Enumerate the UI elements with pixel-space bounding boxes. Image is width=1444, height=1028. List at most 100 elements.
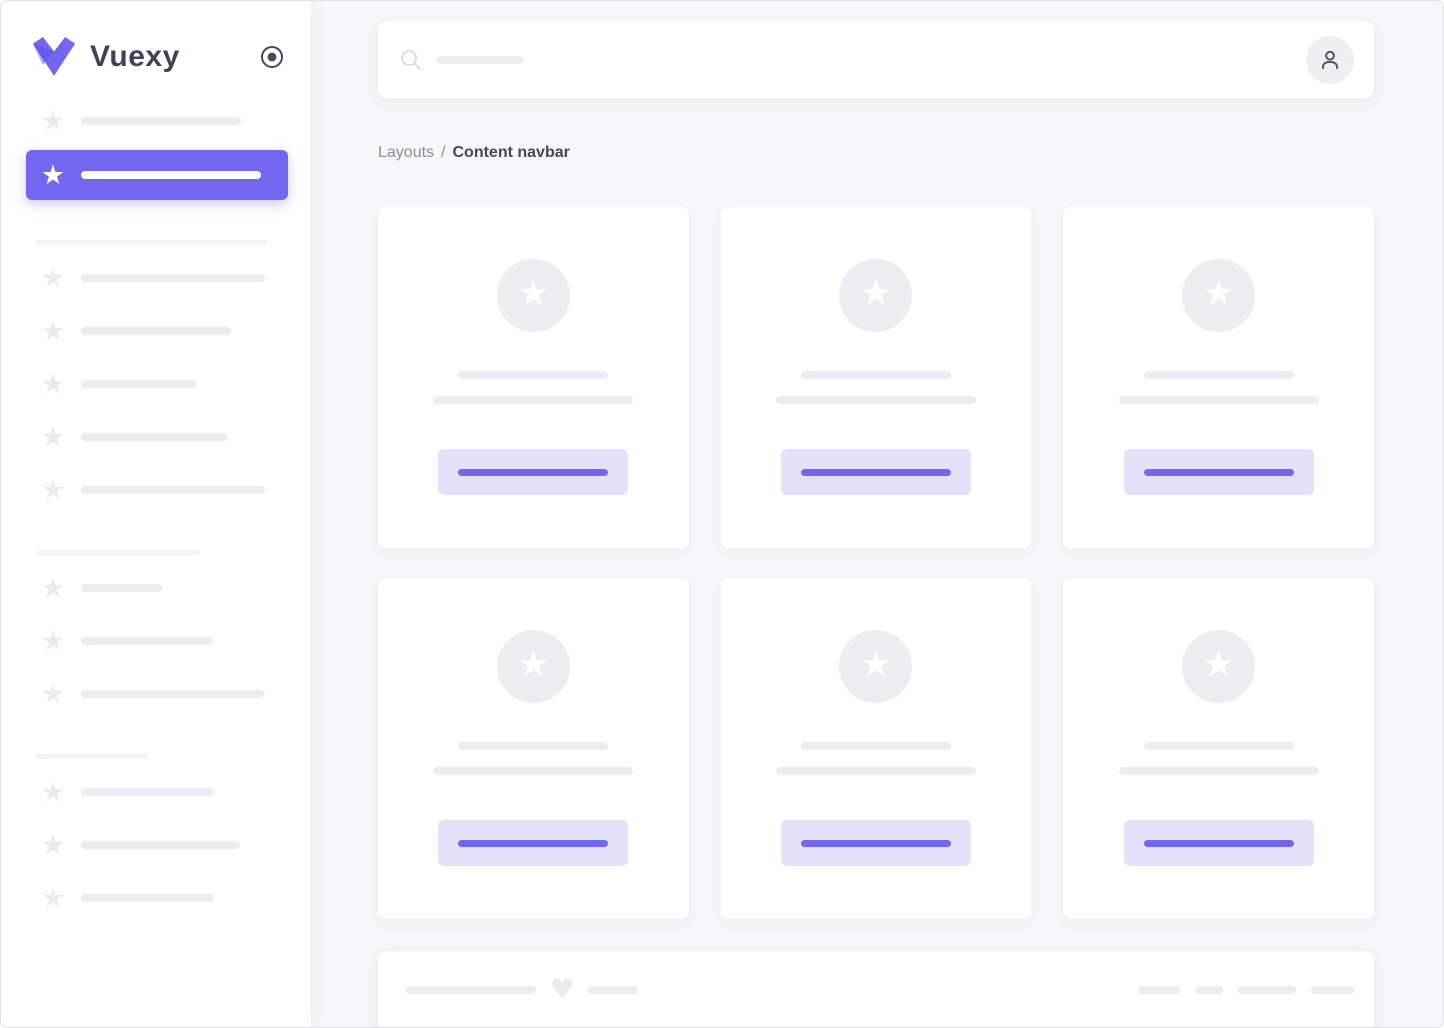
search-input[interactable]	[399, 48, 524, 72]
search-icon	[401, 49, 421, 70]
breadcrumb-section[interactable]: Layouts	[378, 144, 435, 161]
star-icon: ★	[40, 776, 66, 808]
sidebar-item[interactable]: ★	[1, 101, 311, 141]
card-avatar: ★	[496, 259, 570, 332]
skeleton-bar	[81, 274, 265, 282]
skeleton-bar	[81, 117, 241, 125]
breadcrumb: Layouts / Content navbar	[378, 144, 1443, 162]
search-placeholder-bar	[436, 55, 524, 64]
skeleton-bar	[81, 584, 162, 592]
skeleton-bar	[1238, 985, 1296, 994]
card-avatar: ★	[1182, 259, 1256, 332]
skeleton-bar	[81, 380, 197, 388]
breadcrumb-separator: /	[441, 144, 446, 161]
placeholder-card: ★	[378, 207, 689, 548]
sidebar: Vuexy ★ ★ ★ ★ ★ ★ ★ ★ ★ ★ ★ ★ ★	[1, 1, 311, 1027]
skeleton-bar	[800, 742, 951, 750]
sidebar-item[interactable]: ★	[1, 364, 311, 404]
star-icon: ★	[517, 272, 550, 314]
sidebar-item[interactable]: ★	[1, 674, 311, 714]
skeleton-bar	[458, 371, 609, 379]
skeleton-bar	[81, 894, 214, 902]
button-label-bar	[1143, 839, 1294, 847]
placeholder-card: ★	[378, 578, 689, 919]
star-icon: ★	[40, 159, 66, 191]
brand-name: Vuexy	[90, 40, 180, 73]
star-icon: ★	[40, 625, 66, 657]
sidebar-menu: ★ ★ ★ ★ ★ ★ ★ ★ ★ ★ ★ ★ ★	[1, 101, 311, 918]
skeleton-bar	[1143, 742, 1294, 750]
skeleton-bar	[433, 767, 634, 775]
skeleton-bar	[1195, 985, 1223, 994]
star-icon: ★	[40, 829, 66, 861]
skeleton-bar	[81, 788, 214, 796]
card-button-placeholder[interactable]	[1123, 820, 1314, 866]
sidebar-item[interactable]: ★	[1, 568, 311, 608]
star-icon: ★	[40, 882, 66, 914]
skeleton-bar	[775, 396, 976, 404]
record-circle-icon[interactable]	[260, 45, 284, 69]
skeleton-bar	[775, 767, 976, 775]
skeleton-bar	[406, 985, 536, 994]
skeleton-bar	[588, 985, 639, 994]
page-footer: ♥	[378, 951, 1374, 1027]
person-icon	[1321, 50, 1339, 69]
skeleton-bar	[1143, 371, 1294, 379]
placeholder-card: ★	[720, 207, 1032, 548]
star-icon: ★	[517, 643, 550, 685]
sidebar-item[interactable]: ★	[1, 417, 311, 457]
page-title: Content navbar	[452, 144, 570, 161]
placeholder-card: ★	[720, 578, 1032, 919]
button-label-bar	[800, 468, 951, 476]
skeleton-bar	[81, 327, 231, 335]
menu-section-divider	[36, 754, 148, 759]
skeleton-bar	[1118, 767, 1319, 775]
skeleton-bar	[1311, 985, 1354, 994]
star-icon: ★	[859, 272, 893, 314]
skeleton-bar	[81, 690, 264, 698]
star-icon: ★	[40, 678, 66, 710]
star-icon: ★	[40, 315, 66, 347]
card-button-placeholder[interactable]	[438, 820, 629, 866]
star-icon: ★	[40, 421, 66, 453]
star-icon: ★	[40, 105, 66, 137]
star-icon: ★	[40, 474, 66, 506]
sidebar-item[interactable]: ★	[1, 772, 311, 812]
skeleton-bar	[433, 396, 634, 404]
sidebar-item[interactable]: ★	[1, 878, 311, 918]
button-label-bar	[1143, 468, 1294, 476]
star-icon: ★	[859, 643, 893, 685]
skeleton-bar	[1118, 396, 1319, 404]
star-icon: ★	[1202, 272, 1235, 314]
skeleton-bar	[1138, 985, 1180, 994]
card-button-placeholder[interactable]	[780, 820, 971, 866]
sidebar-item-active[interactable]: ★	[26, 150, 288, 200]
card-button-placeholder[interactable]	[438, 449, 629, 495]
skeleton-bar	[81, 637, 213, 645]
sidebar-item[interactable]: ★	[1, 470, 311, 510]
sidebar-item[interactable]: ★	[1, 621, 311, 661]
card-avatar: ★	[496, 630, 570, 703]
skeleton-bar	[81, 171, 261, 179]
skeleton-bar	[81, 486, 265, 494]
card-button-placeholder[interactable]	[1123, 449, 1314, 495]
star-icon: ★	[40, 368, 66, 400]
star-icon: ★	[1202, 643, 1235, 685]
card-button-placeholder[interactable]	[780, 449, 971, 495]
star-icon: ★	[40, 572, 66, 604]
top-navbar	[378, 21, 1374, 98]
card-avatar: ★	[839, 259, 913, 332]
user-avatar-button[interactable]	[1306, 35, 1354, 84]
sidebar-item[interactable]: ★	[1, 825, 311, 865]
card-avatar: ★	[839, 630, 913, 703]
star-icon: ★	[40, 262, 66, 294]
sidebar-item[interactable]: ★	[1, 258, 311, 298]
sidebar-item[interactable]: ★	[1, 311, 311, 351]
heart-icon: ♥	[550, 974, 575, 1005]
button-label-bar	[800, 839, 951, 847]
vuexy-logo-icon	[32, 37, 76, 76]
skeleton-bar	[81, 433, 228, 441]
menu-section-divider	[36, 550, 200, 555]
brand: Vuexy	[1, 1, 311, 80]
